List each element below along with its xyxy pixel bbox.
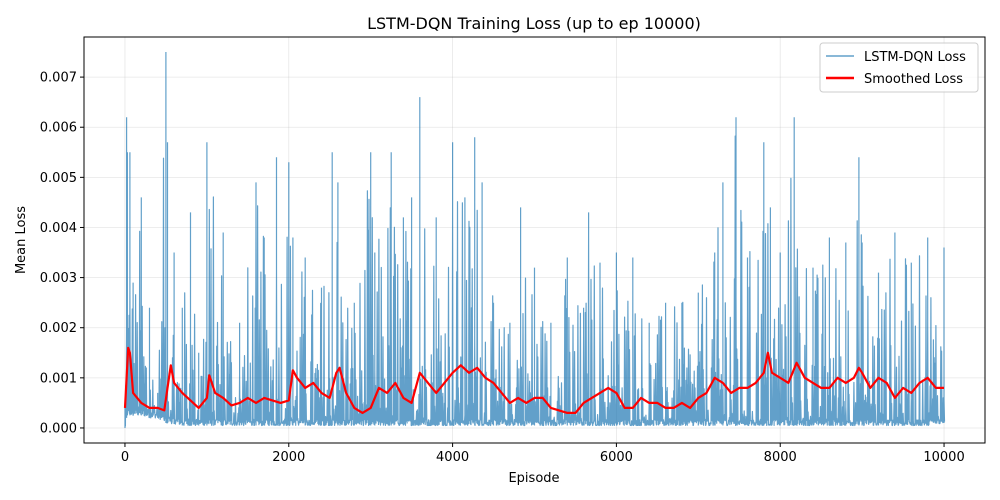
y-tick-label: 0.002 <box>40 321 77 336</box>
raw-loss-line <box>124 52 946 428</box>
x-tick-label: 10000 <box>923 450 964 465</box>
y-axis-ticks: 0.000 0.001 0.002 0.003 0.004 0.005 0.006 0.007 <box>40 71 84 436</box>
plot-frame <box>83 36 986 444</box>
x-axis-title: Episode <box>508 471 559 486</box>
x-tick-label: 6000 <box>600 450 633 465</box>
legend-smoothed-label: Smoothed Loss <box>864 72 963 87</box>
y-tick-label: 0.004 <box>40 221 77 236</box>
legend-raw-label: LSTM-DQN Loss <box>864 50 966 65</box>
legend-box <box>819 42 979 93</box>
smoothed-loss-series <box>123 346 944 414</box>
y-tick-label: 0.005 <box>40 171 77 186</box>
x-tick-label: 2000 <box>272 450 305 465</box>
y-tick-label: 0.007 <box>40 71 77 86</box>
y-tick-label: 0.003 <box>40 271 77 286</box>
legend: LSTM-DQN Loss Smoothed Loss <box>819 42 979 93</box>
x-axis-ticks: 0 2000 4000 6000 8000 10000 <box>121 443 965 465</box>
smoothed-loss-line <box>123 346 944 414</box>
y-tick-label: 0.001 <box>40 371 77 386</box>
chart-title: LSTM-DQN Training Loss (up to ep 10000) <box>367 14 701 33</box>
y-tick-label: 0.006 <box>40 121 77 136</box>
x-tick-label: 0 <box>121 450 129 465</box>
y-axis-title: Mean Loss <box>14 206 29 274</box>
y-tick-label: 0.000 <box>40 421 77 436</box>
x-tick-label: 8000 <box>764 450 797 465</box>
raw-loss-series <box>124 52 946 428</box>
x-tick-label: 4000 <box>436 450 469 465</box>
